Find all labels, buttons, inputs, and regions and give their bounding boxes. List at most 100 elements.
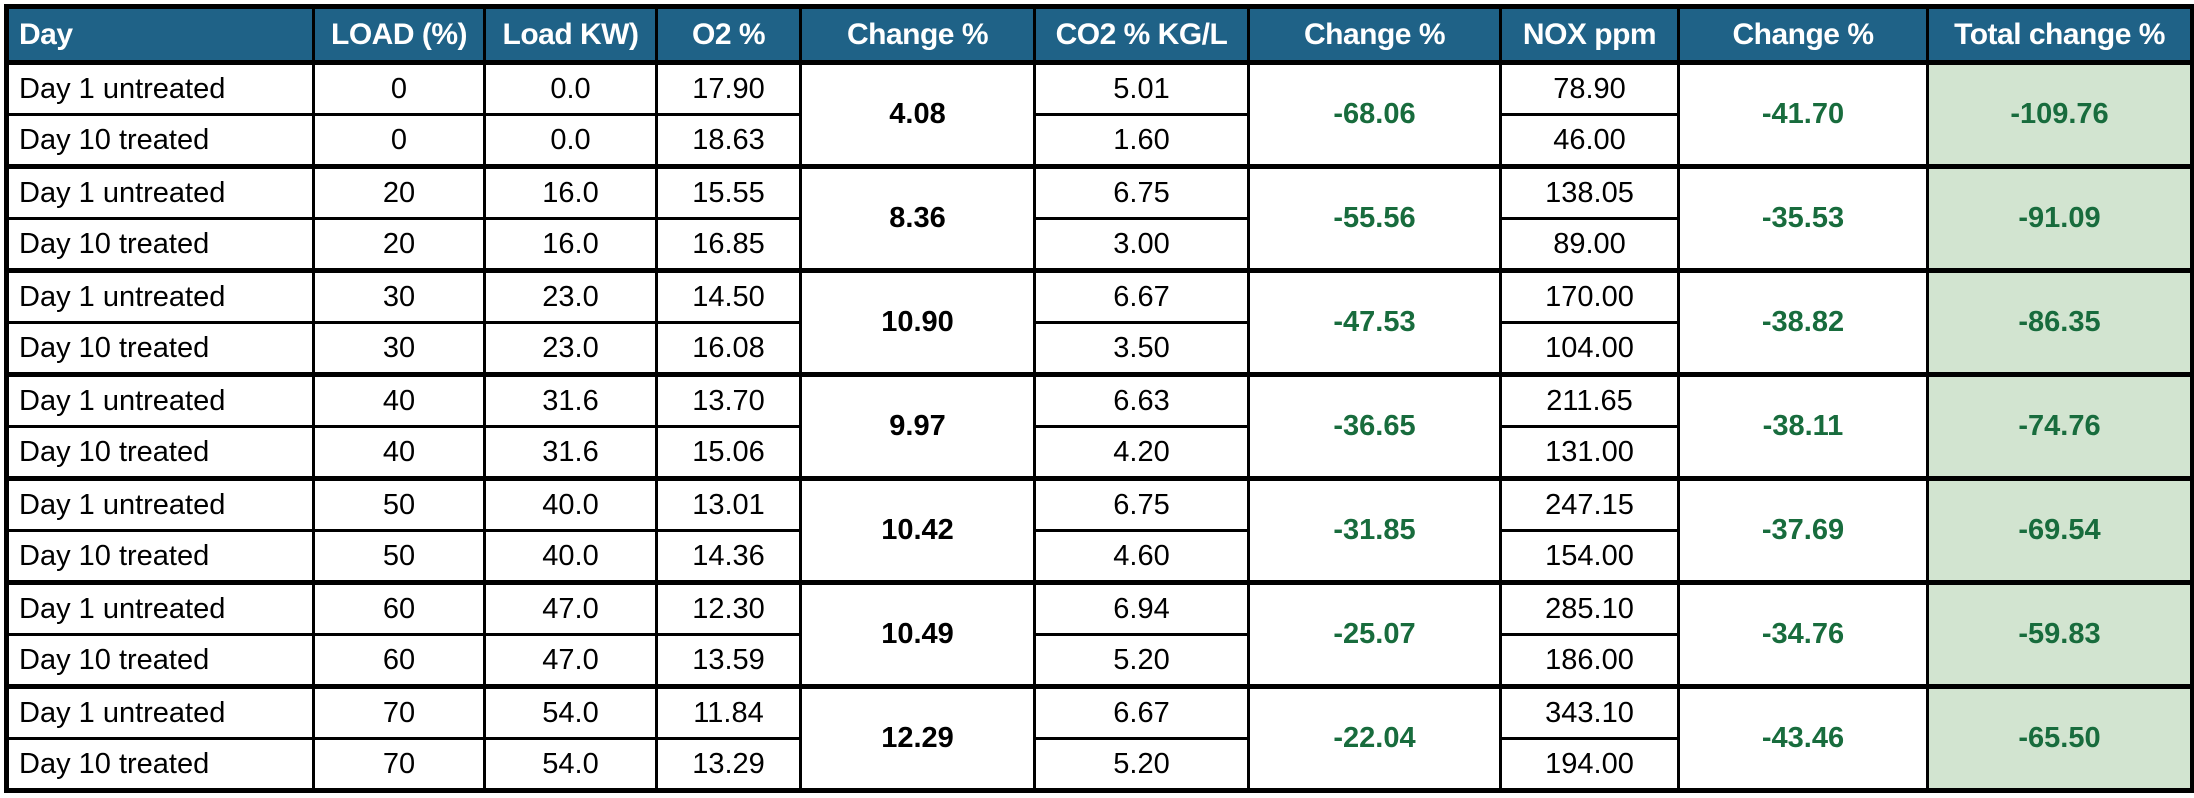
cell-load-pct: 0 [312,114,486,167]
cell-total-change: -59.83 [1926,580,2194,687]
cell-day: Day 1 untreated [5,60,315,116]
cell-nox: 154.00 [1499,530,1680,583]
column-header-nox-change: Change % [1677,5,1929,65]
table-body: Day 1 untreated 0 0.0 17.90 4.08 5.01 -68.06 78… [5,60,2194,791]
column-header-co2: CO2 % KG/L [1033,5,1250,65]
column-header-o2-change: Change % [799,5,1036,65]
cell-load-kw: 23.0 [483,268,658,324]
cell-day: Day 10 treated [5,218,315,271]
cell-load-pct: 60 [312,634,486,687]
cell-day: Day 10 treated [5,634,315,687]
cell-load-kw: 16.0 [483,218,658,271]
cell-load-pct: 60 [312,580,486,636]
cell-total-change: -91.09 [1926,164,2194,271]
cell-day: Day 10 treated [5,530,315,583]
cell-load-kw: 0.0 [483,114,658,167]
cell-nox-change: -41.70 [1677,60,1929,167]
cell-o2: 17.90 [655,60,802,116]
column-header-o2: O2 % [655,5,802,65]
cell-load-pct: 30 [312,322,486,375]
cell-co2-change: -47.53 [1247,268,1502,375]
cell-nox-change: -35.53 [1677,164,1929,271]
cell-o2: 13.01 [655,476,802,532]
cell-nox: 104.00 [1499,322,1680,375]
table-row: Day 1 untreated 50 40.0 13.01 10.42 6.75 -31.8… [5,476,2194,583]
cell-load-pct: 20 [312,218,486,271]
cell-load-kw: 40.0 [483,530,658,583]
cell-nox: 194.00 [1499,738,1680,791]
cell-co2: 6.67 [1033,268,1250,324]
cell-day: Day 1 untreated [5,476,315,532]
cell-co2-change: -25.07 [1247,580,1502,687]
cell-load-pct: 70 [312,684,486,740]
cell-load-kw: 40.0 [483,476,658,532]
cell-o2: 16.85 [655,218,802,271]
cell-co2: 6.75 [1033,164,1250,220]
cell-day: Day 10 treated [5,114,315,167]
cell-load-pct: 20 [312,164,486,220]
cell-o2: 11.84 [655,684,802,740]
table-row: Day 1 untreated 20 16.0 15.55 8.36 6.75 -55.56… [5,164,2194,271]
cell-o2-change: 10.42 [799,476,1036,583]
cell-nox: 170.00 [1499,268,1680,324]
cell-nox: 46.00 [1499,114,1680,167]
table-row: Day 10 treated 50 40.0 14.36 4.60 154.00 [5,530,2193,583]
cell-load-pct: 40 [312,372,486,428]
cell-day: Day 10 treated [5,322,315,375]
cell-total-change: -86.35 [1926,268,2194,375]
table-row: Day 1 untreated 70 54.0 11.84 12.29 6.67 -22.0… [5,684,2194,791]
cell-co2-change: -68.06 [1247,60,1502,167]
cell-o2-change: 12.29 [799,684,1036,791]
cell-total-change: -65.50 [1926,684,2194,791]
cell-total-change: -74.76 [1926,372,2194,479]
emissions-table: Day LOAD (%) Load KW) O2 % Change % CO2 … [4,4,2194,793]
cell-co2: 5.01 [1033,60,1250,116]
cell-o2: 12.30 [655,580,802,636]
cell-o2: 15.55 [655,164,802,220]
cell-co2-change: -55.56 [1247,164,1502,271]
table-header: Day LOAD (%) Load KW) O2 % Change % CO2 … [5,5,2194,65]
cell-o2: 18.63 [655,114,802,167]
column-header-load-kw: Load KW) [483,5,658,65]
cell-nox: 285.10 [1499,580,1680,636]
table-row: Day 10 treated 30 23.0 16.08 3.50 104.00 [5,322,2193,375]
table-row: Day 10 treated 0 0.0 18.63 1.60 46.00 [5,114,2193,167]
header-row: Day LOAD (%) Load KW) O2 % Change % CO2 … [5,5,2194,65]
table-row: Day 10 treated 70 54.0 13.29 5.20 194.00 [5,738,2193,791]
table-row: Day 10 treated 40 31.6 15.06 4.20 131.00 [5,426,2193,479]
cell-co2: 3.00 [1033,218,1250,271]
cell-co2: 1.60 [1033,114,1250,167]
cell-nox-change: -38.11 [1677,372,1929,479]
table-row: Day 10 treated 60 47.0 13.59 5.20 186.00 [5,634,2193,687]
cell-load-pct: 50 [312,476,486,532]
cell-co2: 4.60 [1033,530,1250,583]
cell-nox: 211.65 [1499,372,1680,428]
table-row: Day 1 untreated 60 47.0 12.30 10.49 6.94 -25.0… [5,580,2194,687]
cell-o2-change: 4.08 [799,60,1036,167]
cell-o2: 15.06 [655,426,802,479]
cell-o2-change: 9.97 [799,372,1036,479]
cell-nox: 186.00 [1499,634,1680,687]
cell-load-kw: 0.0 [483,60,658,116]
cell-nox: 343.10 [1499,684,1680,740]
cell-nox: 138.05 [1499,164,1680,220]
cell-co2: 4.20 [1033,426,1250,479]
cell-total-change: -109.76 [1926,60,2194,167]
table-row: Day 10 treated 20 16.0 16.85 3.00 89.00 [5,218,2193,271]
cell-co2-change: -36.65 [1247,372,1502,479]
column-header-day: Day [5,5,315,65]
table-row: Day 1 untreated 40 31.6 13.70 9.97 6.63 -36.65… [5,372,2194,479]
cell-nox-change: -38.82 [1677,268,1929,375]
cell-o2-change: 10.90 [799,268,1036,375]
column-header-total-change: Total change % [1926,5,2194,65]
column-header-co2-change: Change % [1247,5,1502,65]
cell-load-kw: 47.0 [483,580,658,636]
cell-o2: 16.08 [655,322,802,375]
cell-o2: 13.70 [655,372,802,428]
cell-co2: 6.63 [1033,372,1250,428]
cell-o2-change: 8.36 [799,164,1036,271]
cell-day: Day 1 untreated [5,268,315,324]
cell-o2: 14.50 [655,268,802,324]
cell-o2: 14.36 [655,530,802,583]
